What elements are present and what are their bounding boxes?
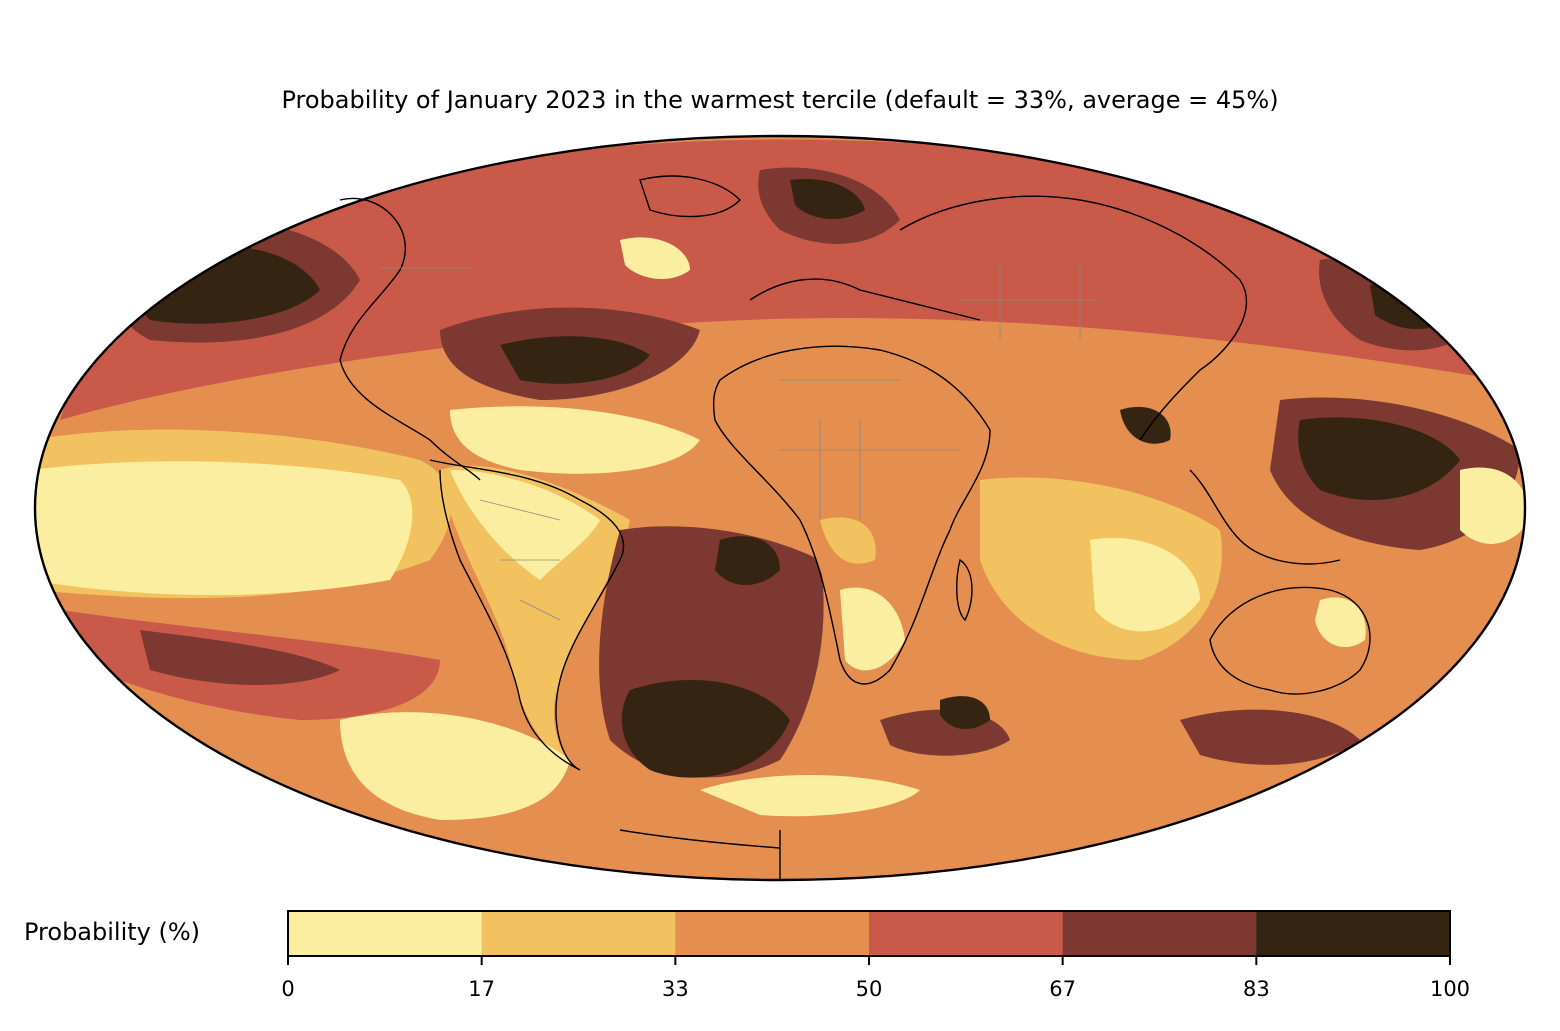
colorbar-bins	[288, 911, 1451, 956]
colorbar-bin	[1256, 911, 1451, 956]
colorbar-tick-label: 33	[662, 977, 689, 1001]
colorbar-tick-label: 50	[856, 977, 883, 1001]
country-borders	[380, 260, 1100, 621]
colorbar-bin	[288, 911, 483, 956]
globe-outline	[33, 134, 1527, 882]
colorbar-label: Probability (%)	[24, 918, 201, 946]
colorbar-tick-label: 0	[281, 977, 294, 1001]
colorbar-ticks: 0 17 33 50 67 83 100	[281, 956, 1470, 1001]
map-title: Probability of January 2023 in the warme…	[281, 86, 1279, 114]
colorbar-tick-label: 83	[1243, 977, 1270, 1001]
colorbar-bin	[481, 911, 676, 956]
coastlines	[339, 175, 1371, 880]
colorbar-bin	[869, 911, 1064, 956]
colorbar-tick-label: 67	[1049, 977, 1076, 1001]
colorbar-bin	[1062, 911, 1257, 956]
colorbar-tick-label: 17	[468, 977, 495, 1001]
colorbar-bin	[675, 911, 870, 956]
colorbar-tick-label: 100	[1430, 977, 1470, 1001]
